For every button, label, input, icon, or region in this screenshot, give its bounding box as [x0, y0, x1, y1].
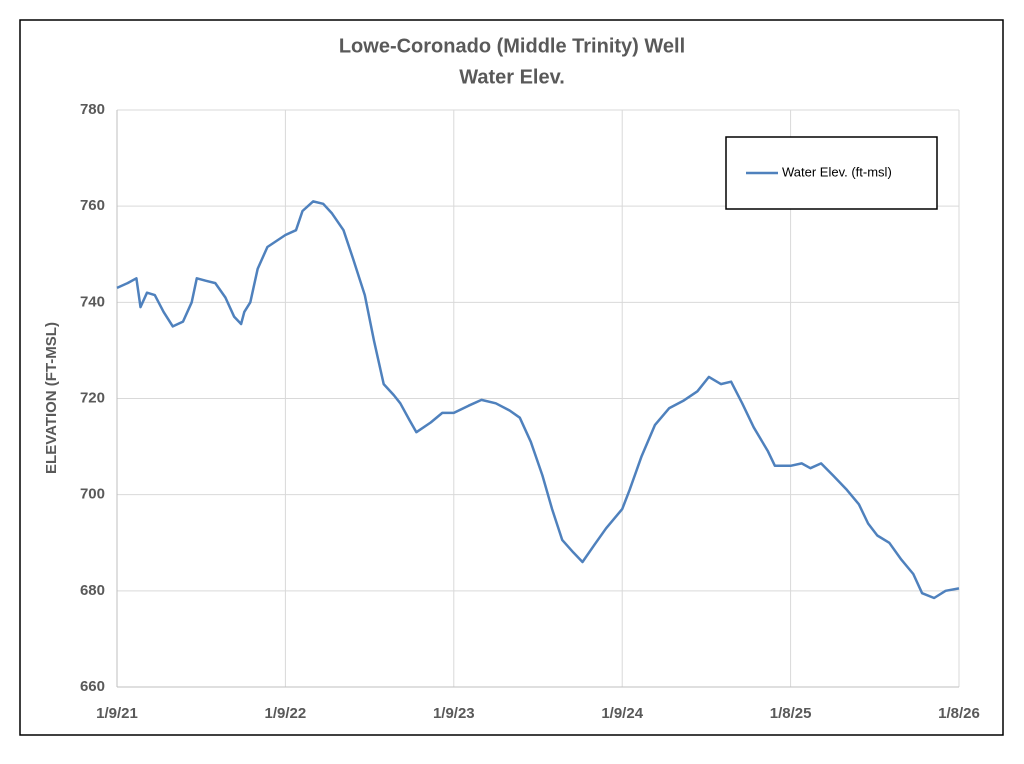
y-tick-label: 740 — [80, 293, 105, 310]
chart-frame — [19, 19, 1004, 736]
data-line — [116, 200, 960, 600]
y-tick-label: 700 — [80, 486, 105, 503]
y-tick-label: 660 — [80, 678, 105, 695]
chart-title: Lowe-Coronado (Middle Trinity) Well — [339, 35, 685, 57]
x-tick-label: 1/9/21 — [96, 705, 138, 722]
x-tick-label: 1/8/26 — [938, 705, 980, 722]
y-tick-label: 720 — [80, 389, 105, 406]
y-axis-label: ELEVATION (FT-MSL) — [43, 322, 60, 474]
chart-subtitle: Water Elev. — [459, 66, 565, 88]
x-tick-label: 1/9/24 — [601, 705, 643, 722]
y-tick-label: 780 — [80, 101, 105, 118]
y-tick-label: 680 — [80, 582, 105, 599]
x-tick-label: 1/9/22 — [265, 705, 307, 722]
x-tick-label: 1/8/25 — [770, 705, 812, 722]
x-tick-label: 1/9/23 — [433, 705, 475, 722]
legend-label: Water Elev. (ft-msl) — [782, 164, 892, 179]
y-tick-label: 760 — [80, 197, 105, 214]
